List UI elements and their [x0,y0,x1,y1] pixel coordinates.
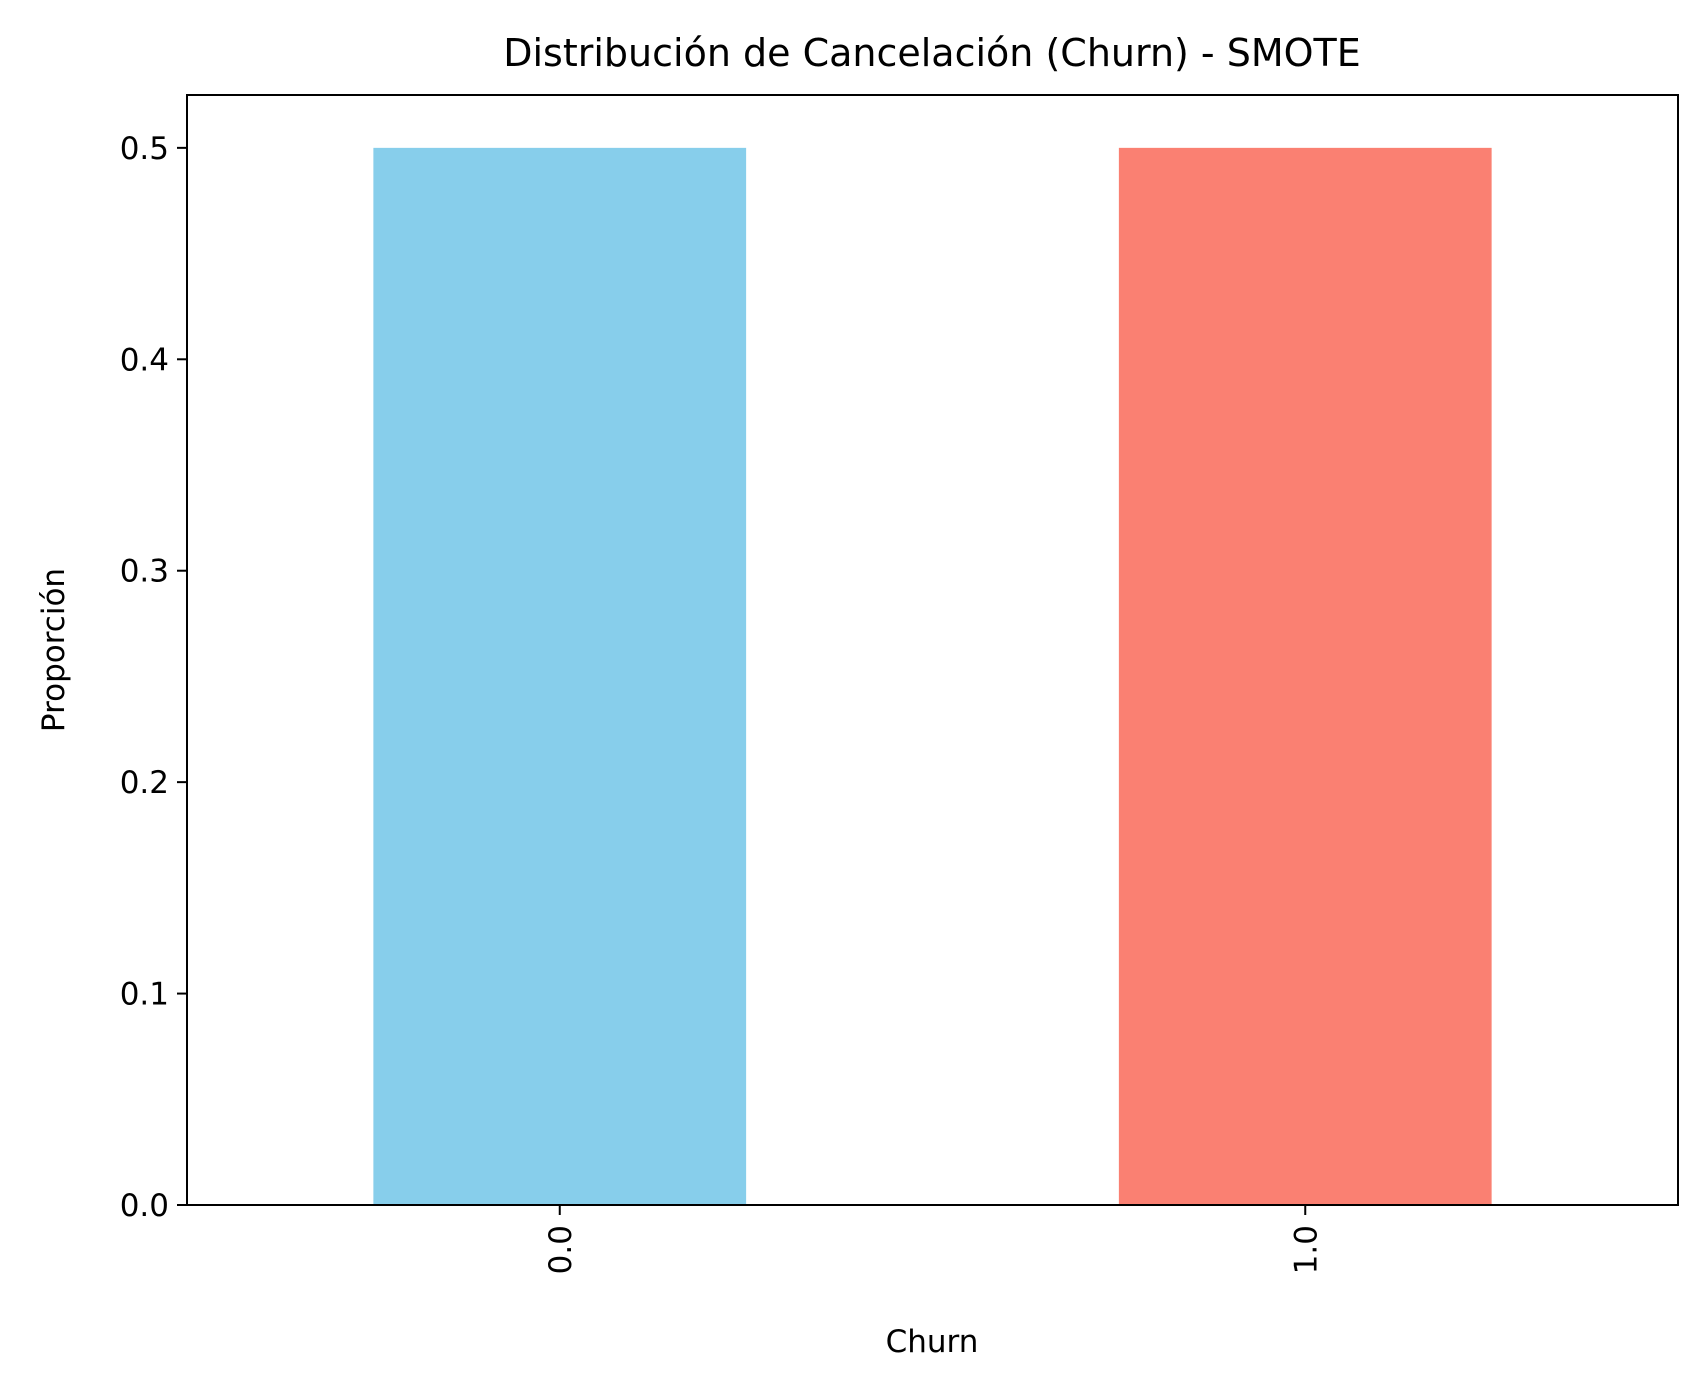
x-tick-label: 0.0 [543,1225,579,1274]
y-axis-label: Proporción [36,568,72,732]
bars-layer [373,147,1492,1205]
y-tick-label: 0.4 [120,342,169,378]
y-tick-label: 0.1 [120,977,169,1013]
plot-frame [186,94,1679,1206]
y-tick-label: 0.5 [120,131,169,167]
chart-title: Distribución de Cancelación (Churn) - SM… [503,31,1361,75]
y-tick-label: 0.2 [120,765,169,801]
x-tick-label: 1.0 [1288,1225,1324,1274]
y-tick-label: 0.0 [120,1188,169,1224]
y-axis: 0.0 0.1 0.2 0.3 0.4 0.5 [120,131,187,1224]
bar-1.0 [1118,147,1492,1205]
x-axis: 0.0 1.0 [543,1205,1324,1274]
x-axis-label: Churn [886,1324,979,1360]
y-tick-label: 0.3 [120,554,169,590]
bar-0.0 [373,147,747,1205]
